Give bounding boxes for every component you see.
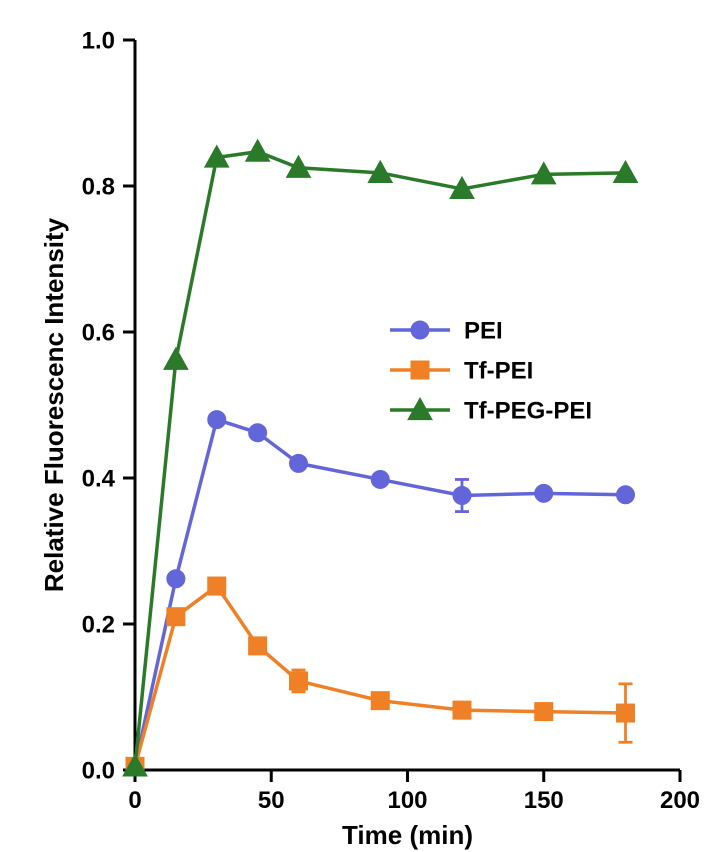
marker-square — [371, 692, 389, 710]
marker-circle — [208, 411, 226, 429]
x-tick-label: 50 — [258, 787, 285, 814]
x-tick-label: 200 — [660, 787, 700, 814]
marker-square — [249, 637, 267, 655]
marker-square — [290, 672, 308, 690]
marker-circle — [453, 487, 471, 505]
marker-square — [411, 361, 429, 379]
y-tick-label: 0.6 — [82, 319, 115, 346]
y-tick-label: 0.0 — [82, 757, 115, 784]
marker-circle — [290, 454, 308, 472]
x-tick-label: 100 — [387, 787, 427, 814]
marker-square — [617, 704, 635, 722]
marker-square — [535, 703, 553, 721]
marker-circle — [617, 486, 635, 504]
legend-label: PEI — [464, 317, 503, 344]
chart-svg: 0 50 100 150 200 0.0 0.2 0.4 0.6 0.8 1.0 Time (min)… — [0, 0, 714, 852]
y-tick-label: 0.8 — [82, 173, 115, 200]
legend-label: Tf-PEI — [464, 357, 533, 384]
marker-circle — [371, 470, 389, 488]
marker-circle — [249, 424, 267, 442]
marker-circle — [535, 484, 553, 502]
legend-label: Tf-PEG-PEI — [464, 397, 592, 424]
y-tick-label: 0.4 — [82, 465, 116, 492]
chart-bg — [0, 0, 714, 852]
y-tick-label: 0.2 — [82, 611, 115, 638]
x-tick-label: 0 — [128, 787, 141, 814]
fluorescence-time-chart: 0 50 100 150 200 0.0 0.2 0.4 0.6 0.8 1.0 Time (min)… — [0, 0, 714, 852]
y-axis-label: Relative Fluorescenc Intensity — [39, 217, 69, 592]
marker-circle — [411, 321, 429, 339]
marker-circle — [167, 570, 185, 588]
marker-square — [167, 608, 185, 626]
y-tick-label: 1.0 — [82, 27, 115, 54]
marker-square — [208, 577, 226, 595]
marker-square — [453, 701, 471, 719]
x-tick-label: 150 — [524, 787, 564, 814]
x-axis-label: Time (min) — [342, 820, 473, 850]
